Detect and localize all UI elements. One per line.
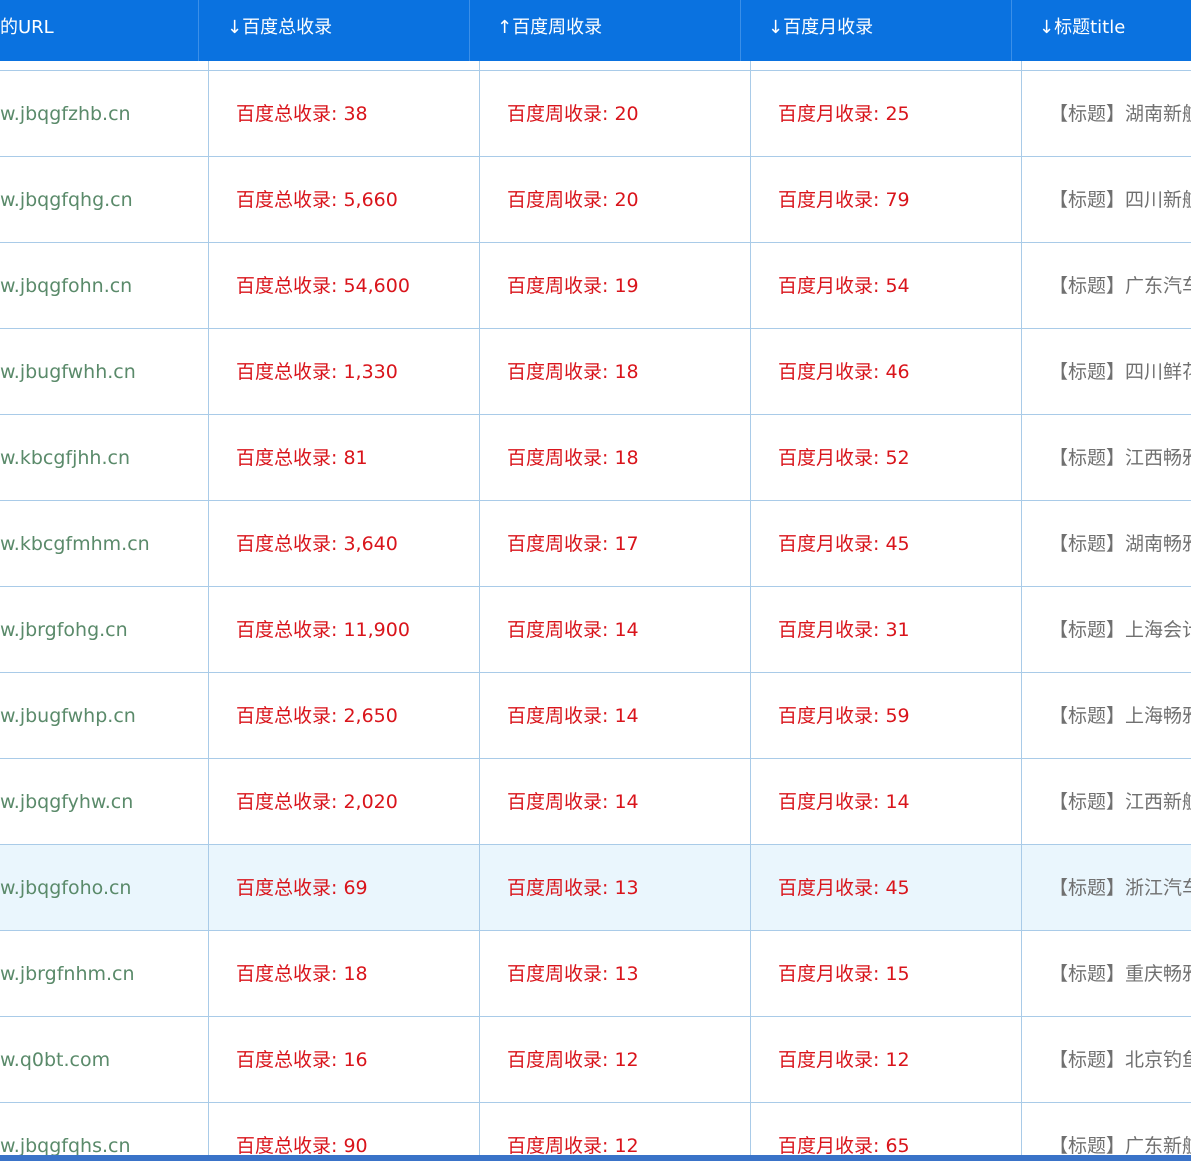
site-url[interactable]: w.jbrgfohg.cn bbox=[0, 619, 128, 641]
table-row[interactable]: w.kbcgfjhh.cn 百度总收录: 81 百度周收录: 18 百度月收录: 52… bbox=[0, 415, 1191, 501]
month-index-count: 百度月收录: 45 bbox=[778, 533, 910, 555]
table-row[interactable]: w.jbugfwhp.cn 百度总收录: 2,650 百度周收录: 14 百度月收录:… bbox=[0, 673, 1191, 759]
week-index-count: 百度周收录: 18 bbox=[507, 361, 639, 383]
site-title: 【标题】湖南新航 bbox=[1049, 103, 1191, 125]
week-index-count: 百度周收录: 19 bbox=[507, 275, 639, 297]
site-url[interactable]: w.jbqgfqhs.cn bbox=[0, 1135, 131, 1157]
column-divider bbox=[208, 61, 209, 1161]
column-divider bbox=[479, 61, 480, 1161]
table-row[interactable]: w.jbqgfqhg.cn 百度总收录: 5,660 百度周收录: 20 百度月收录:… bbox=[0, 157, 1191, 243]
total-index-count: 百度总收录: 5,660 bbox=[236, 189, 398, 211]
table-row[interactable]: w.jbugfwhh.cn 百度总收录: 1,330 百度周收录: 18 百度月收录:… bbox=[0, 329, 1191, 415]
total-index-count: 百度总收录: 81 bbox=[236, 447, 368, 469]
total-index-count: 百度总收录: 90 bbox=[236, 1135, 368, 1157]
site-url[interactable]: w.kbcgfmhm.cn bbox=[0, 533, 150, 555]
week-index-count: 百度周收录: 13 bbox=[507, 963, 639, 985]
total-index-count: 百度总收录: 3,640 bbox=[236, 533, 398, 555]
site-title: 【标题】上海畅雅 bbox=[1049, 705, 1191, 727]
total-index-count: 百度总收录: 38 bbox=[236, 103, 368, 125]
week-index-count: 百度周收录: 12 bbox=[507, 1049, 639, 1071]
total-index-count: 百度总收录: 2,650 bbox=[236, 705, 398, 727]
week-index-count: 百度周收录: 14 bbox=[507, 619, 639, 641]
site-url[interactable]: w.jbqgfohn.cn bbox=[0, 275, 133, 297]
month-index-count: 百度月收录: 14 bbox=[778, 791, 910, 813]
table-row[interactable]: w.jbqgfoho.cn 百度总收录: 69 百度周收录: 13 百度月收录: 45… bbox=[0, 845, 1191, 931]
site-title: 【标题】四川鲜花 bbox=[1049, 361, 1191, 383]
site-title: 【标题】江西新航 bbox=[1049, 791, 1191, 813]
month-index-count: 百度月收录: 52 bbox=[778, 447, 910, 469]
month-index-count: 百度月收录: 15 bbox=[778, 963, 910, 985]
total-index-count: 百度总收录: 2,020 bbox=[236, 791, 398, 813]
month-index-count: 百度月收录: 79 bbox=[778, 189, 910, 211]
site-title: 【标题】四川新航 bbox=[1049, 189, 1191, 211]
site-url[interactable]: w.q0bt.com bbox=[0, 1049, 111, 1071]
site-url[interactable]: w.jbqgfzhb.cn bbox=[0, 103, 131, 125]
week-index-count: 百度周收录: 17 bbox=[507, 533, 639, 555]
week-index-count: 百度周收录: 20 bbox=[507, 189, 639, 211]
column-divider bbox=[1021, 61, 1022, 1161]
month-index-count: 百度月收录: 59 bbox=[778, 705, 910, 727]
site-url[interactable]: w.jbugfwhp.cn bbox=[0, 705, 136, 727]
week-index-count: 百度周收录: 14 bbox=[507, 705, 639, 727]
table-row[interactable]: w.jbrgfnhm.cn 百度总收录: 18 百度周收录: 13 百度月收录: 15… bbox=[0, 931, 1191, 1017]
site-url[interactable]: w.jbqgfoho.cn bbox=[0, 877, 132, 899]
table-row[interactable]: w.jbrgfohg.cn 百度总收录: 11,900 百度周收录: 14 百度月收录… bbox=[0, 587, 1191, 673]
column-header-week-index[interactable]: ↑百度周收录 bbox=[470, 0, 741, 61]
column-header-url[interactable]: 的URL bbox=[0, 0, 199, 61]
week-index-count: 百度周收录: 13 bbox=[507, 877, 639, 899]
table-row[interactable]: w.jbqgfohn.cn 百度总收录: 54,600 百度周收录: 19 百度月收录… bbox=[0, 243, 1191, 329]
site-title: 【标题】浙江汽车 bbox=[1049, 877, 1191, 899]
month-index-count: 百度月收录: 46 bbox=[778, 361, 910, 383]
table-row[interactable]: w.jbqgfyhw.cn 百度总收录: 2,020 百度周收录: 14 百度月收录:… bbox=[0, 759, 1191, 845]
site-url[interactable]: w.jbqgfqhg.cn bbox=[0, 189, 133, 211]
horizontal-scrollbar[interactable] bbox=[0, 1155, 1191, 1161]
site-url[interactable]: w.kbcgfjhh.cn bbox=[0, 447, 130, 469]
total-index-count: 百度总收录: 18 bbox=[236, 963, 368, 985]
table-row[interactable]: w.q0bt.com 百度总收录: 16 百度周收录: 12 百度月收录: 12 【标题… bbox=[0, 1017, 1191, 1103]
site-title: 【标题】江西畅雅 bbox=[1049, 447, 1191, 469]
site-url[interactable]: w.jbugfwhh.cn bbox=[0, 361, 136, 383]
month-index-count: 百度月收录: 25 bbox=[778, 103, 910, 125]
column-header-month-index[interactable]: ↓百度月收录 bbox=[741, 0, 1012, 61]
site-url[interactable]: w.jbrgfnhm.cn bbox=[0, 963, 135, 985]
week-index-count: 百度周收录: 12 bbox=[507, 1135, 639, 1157]
site-title: 【标题】北京钓鱼 bbox=[1049, 1049, 1191, 1071]
table-row[interactable]: w.jbqgfzhb.cn 百度总收录: 38 百度周收录: 20 百度月收录: 25… bbox=[0, 71, 1191, 157]
table-row[interactable]: w.kbcgfmhm.cn 百度总收录: 3,640 百度周收录: 17 百度月收录:… bbox=[0, 501, 1191, 587]
header-spacer bbox=[0, 61, 1191, 71]
site-title: 【标题】广东新航 bbox=[1049, 1135, 1191, 1157]
column-header-total-index[interactable]: ↓百度总收录 bbox=[199, 0, 470, 61]
site-title: 【标题】广东汽车 bbox=[1049, 275, 1191, 297]
column-header-title[interactable]: ↓标题title bbox=[1039, 17, 1126, 38]
total-index-count: 百度总收录: 11,900 bbox=[236, 619, 410, 641]
total-index-count: 百度总收录: 69 bbox=[236, 877, 368, 899]
site-title: 【标题】湖南畅雅 bbox=[1049, 533, 1191, 555]
total-index-count: 百度总收录: 16 bbox=[236, 1049, 368, 1071]
month-index-count: 百度月收录: 12 bbox=[778, 1049, 910, 1071]
month-index-count: 百度月收录: 54 bbox=[778, 275, 910, 297]
site-title: 【标题】重庆畅雅 bbox=[1049, 963, 1191, 985]
total-index-count: 百度总收录: 54,600 bbox=[236, 275, 410, 297]
table-header: 的URL ↓百度总收录 ↑百度周收录 ↓百度月收录 ↓标题title bbox=[0, 0, 1191, 61]
month-index-count: 百度月收录: 65 bbox=[778, 1135, 910, 1157]
month-index-count: 百度月收录: 45 bbox=[778, 877, 910, 899]
site-url[interactable]: w.jbqgfyhw.cn bbox=[0, 791, 134, 813]
week-index-count: 百度周收录: 18 bbox=[507, 447, 639, 469]
week-index-count: 百度周收录: 20 bbox=[507, 103, 639, 125]
total-index-count: 百度总收录: 1,330 bbox=[236, 361, 398, 383]
site-title: 【标题】上海会计 bbox=[1049, 619, 1191, 641]
month-index-count: 百度月收录: 31 bbox=[778, 619, 910, 641]
week-index-count: 百度周收录: 14 bbox=[507, 791, 639, 813]
column-divider bbox=[750, 61, 751, 1161]
table-row[interactable]: w.jbqgfqhs.cn 百度总收录: 90 百度周收录: 12 百度月收录: 65… bbox=[0, 1103, 1191, 1161]
